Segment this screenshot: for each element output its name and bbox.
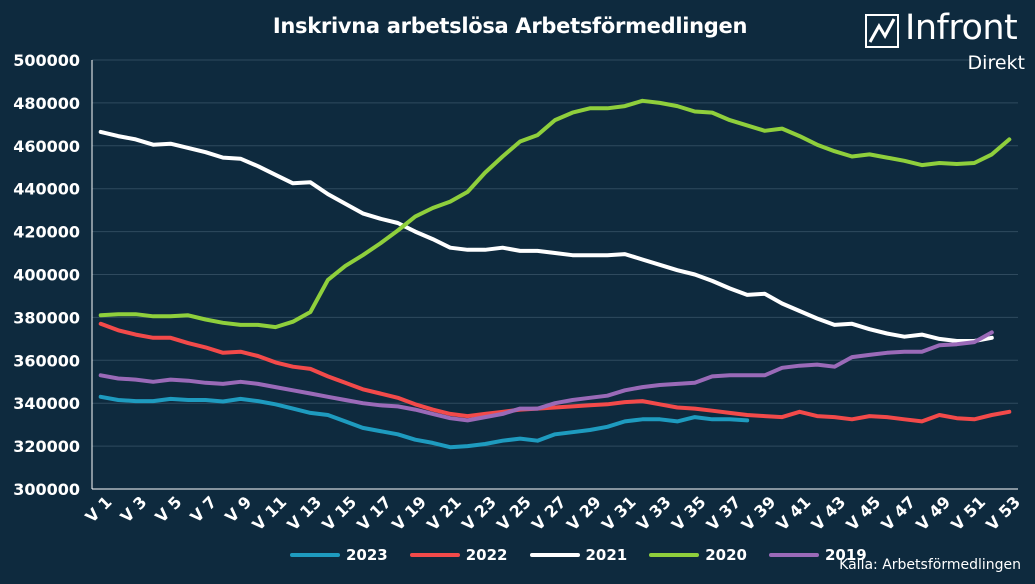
legend-item-2021: 2021 [529,546,628,564]
x-tick-label: V 1 [82,492,116,526]
axes [91,60,1018,490]
logo-text: Infront [905,8,1018,48]
x-tick-label: V 35 [668,492,710,534]
x-tick-label: V 43 [808,492,850,534]
x-tick-label: V 19 [388,492,430,534]
x-tick-label: V 13 [283,492,325,534]
series-line-2019 [98,330,994,423]
y-tick-label: 380000 [13,308,80,327]
x-tick-label: V 33 [633,492,675,534]
legend-swatch [529,553,580,557]
x-tick-label: V 11 [248,492,290,534]
y-tick-label: 460000 [13,137,80,156]
x-tick-label: V 51 [947,492,989,534]
x-tick-label: V 15 [318,492,360,534]
legend-item-2019: 2019 [769,546,867,564]
source-note: Källa: Arbetsförmedlingen [839,557,1021,573]
logo-subtext: Direkt [967,52,1025,74]
chart-legend: 2023 2022 2021 2020 2019 [290,546,889,564]
y-tick-label: 300000 [13,480,80,499]
x-tick-label: V 5 [151,492,185,526]
x-tick-label: V 21 [423,492,465,534]
y-tick-label: 440000 [13,180,80,199]
y-tick-label: 340000 [13,394,80,413]
legend-swatch [290,553,340,557]
legend-label: 2022 [465,546,508,564]
grid-lines [92,59,1018,447]
x-tick-label: V 31 [598,492,640,534]
x-tick-label: V 37 [703,492,745,534]
y-tick-label: 420000 [13,223,80,242]
y-tick-label: 320000 [13,437,80,456]
x-tick-label: V 27 [528,492,570,534]
brand-logo: Infront Direkt [865,8,1025,74]
legend-item-2023: 2023 [290,546,388,564]
legend-item-2022: 2022 [409,546,508,564]
legend-item-2020: 2020 [649,546,747,564]
legend-label: 2021 [585,546,628,564]
x-tick-label: V 49 [912,492,954,534]
legend-label: 2020 [705,546,747,564]
y-tick-labels: 300000 320000 340000 360000 380000 400000 4200… [13,51,80,499]
x-tick-label: V 25 [493,492,535,534]
x-tick-label: V 3 [117,492,151,526]
legend-swatch [769,553,819,557]
series-line-2020 [98,98,1012,330]
series-line-2021 [98,129,994,343]
x-tick-label: V 53 [982,492,1024,534]
series-line-2023 [98,394,750,450]
y-tick-label: 360000 [13,351,80,370]
series-lines [98,98,1012,450]
y-tick-label: 500000 [13,51,80,70]
x-tick-label: V 45 [842,492,884,534]
legend-swatch [649,553,700,557]
x-tick-label: V 41 [773,492,815,534]
legend-label: 2019 [825,546,867,564]
x-tick-label: V 17 [353,492,395,534]
legend-swatch [409,553,460,557]
x-tick-label: V 23 [458,492,500,534]
y-tick-label: 480000 [13,94,80,113]
series-line-2022 [98,321,1012,424]
infront-logo-icon [865,14,899,48]
x-tick-label: V 29 [563,492,605,534]
legend-label: 2023 [346,546,388,564]
x-tick-label: V 39 [738,492,780,534]
x-tick-label: V 7 [186,492,220,526]
chart-title: Inskrivna arbetslösa Arbetsförmedlingen [272,14,748,38]
x-tick-label: V 47 [877,492,919,534]
y-tick-label: 400000 [13,266,80,285]
